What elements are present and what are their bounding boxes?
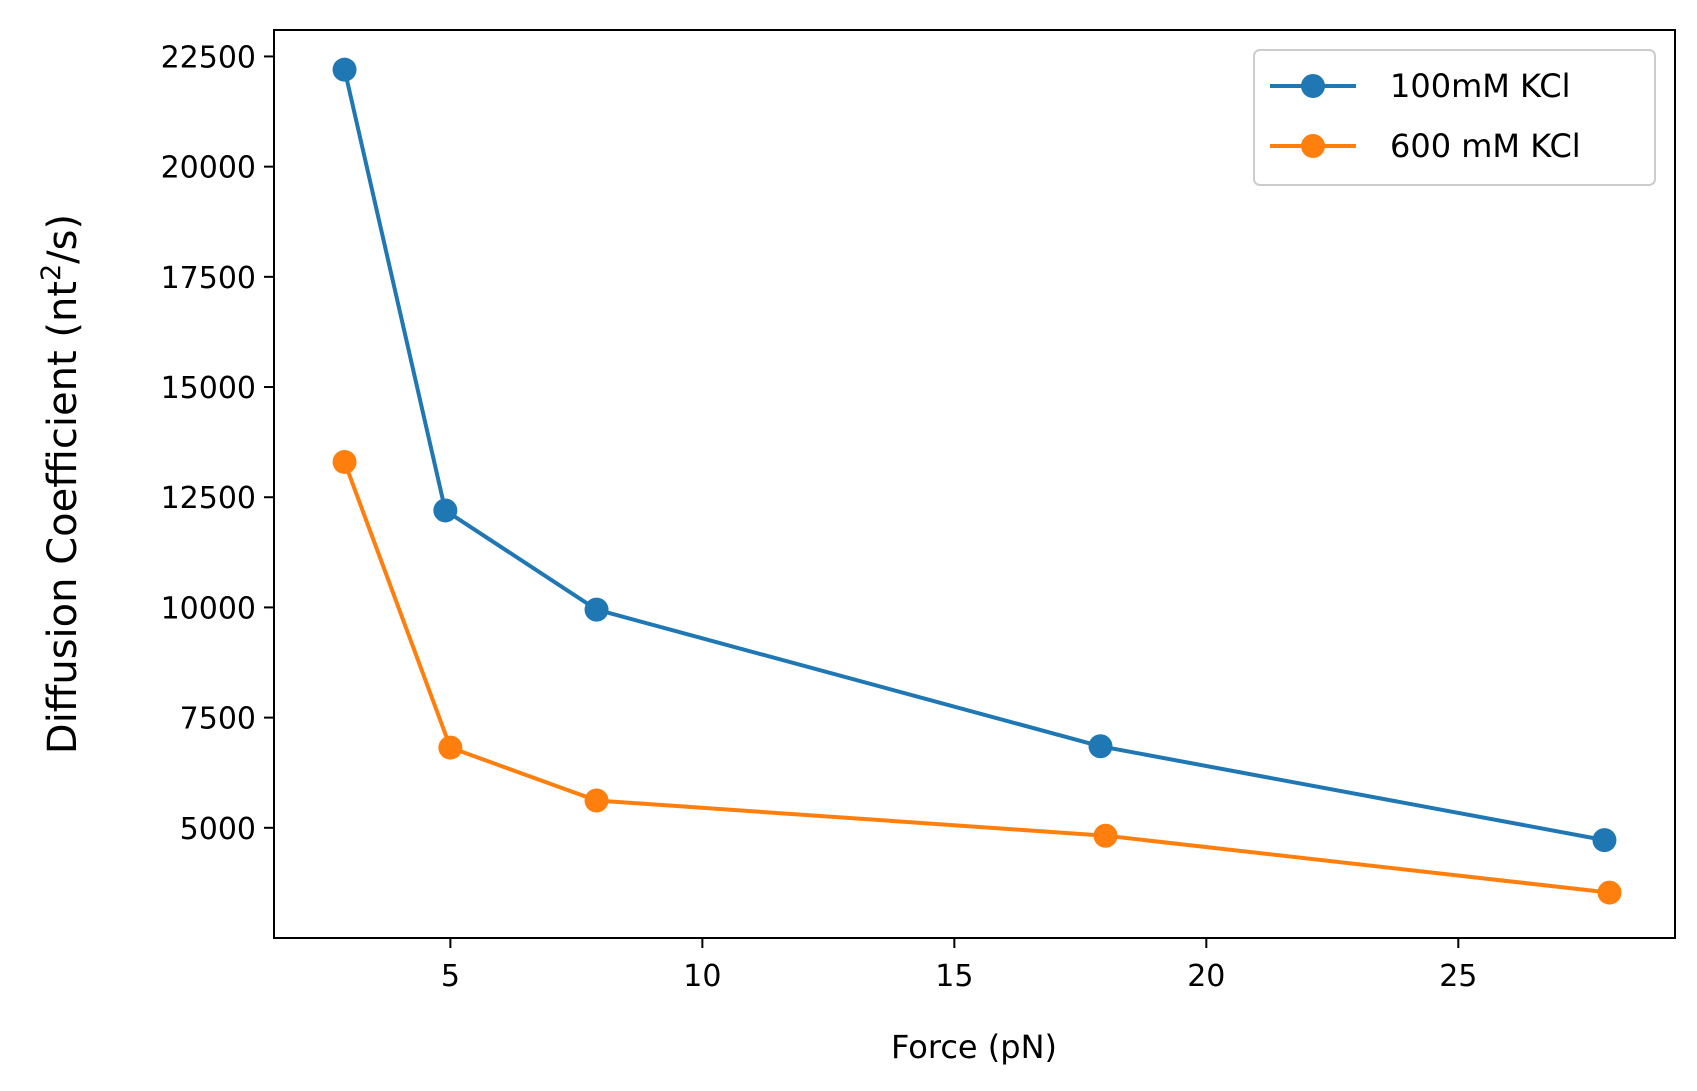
y-axis-label-superscript: 2 [36, 264, 67, 281]
y-tick-label: 15000 [161, 371, 256, 406]
y-axis-label: Diffusion Coefficient (nt2/s) [36, 214, 86, 754]
legend-label-100mm-kcl: 100mM KCl [1390, 67, 1571, 105]
data-point-600-mm-kcl [584, 788, 609, 813]
x-tick-label: 20 [1187, 959, 1225, 994]
legend: 100mM KCl 600 mM KCl [1253, 49, 1656, 186]
x-tick-label: 15 [935, 959, 973, 994]
y-tick-label: 10000 [161, 591, 256, 626]
data-point-100mm-kcl [1088, 734, 1113, 759]
data-point-600-mm-kcl [332, 449, 357, 474]
legend-entry-600mm-kcl: 600 mM KCl [1270, 127, 1581, 165]
data-point-600-mm-kcl [1093, 823, 1118, 848]
data-point-600-mm-kcl [438, 735, 463, 760]
x-tick-label: 5 [441, 959, 460, 994]
data-point-100mm-kcl [332, 57, 357, 82]
legend-marker-100mm-kcl [1301, 74, 1325, 98]
series-layer [332, 57, 1622, 905]
x-tick-label: 10 [683, 959, 721, 994]
legend-label-600mm-kcl: 600 mM KCl [1390, 127, 1581, 165]
plot-frame [273, 29, 1676, 939]
data-point-100mm-kcl [1592, 828, 1617, 853]
series-line-600-mm-kcl [342, 461, 1610, 895]
x-axis-ticks: 5 10 15 20 25 [441, 938, 1477, 994]
y-tick-label: 17500 [161, 261, 256, 296]
y-tick-label: 12500 [161, 481, 256, 516]
legend-marker-600mm-kcl [1301, 134, 1325, 158]
y-tick-label: 7500 [180, 702, 256, 737]
legend-entry-100mm-kcl: 100mM KCl [1270, 67, 1571, 105]
legend-box [1253, 49, 1656, 186]
y-tick-label: 5000 [180, 812, 256, 847]
y-tick-label: 22500 [161, 40, 256, 75]
x-axis-label: Force (pN) [891, 1028, 1057, 1066]
data-point-100mm-kcl [584, 597, 609, 622]
y-axis-ticks: 5000 7500 10000 12500 15000 17500 20000 22500 [161, 40, 274, 847]
y-axis-label-main: Diffusion Coefficient (nt [40, 281, 86, 754]
y-axis-label-tail: /s) [40, 214, 86, 264]
y-tick-label: 20000 [161, 151, 256, 186]
data-point-600-mm-kcl [1597, 880, 1622, 905]
x-tick-label: 25 [1439, 959, 1477, 994]
data-point-100mm-kcl [433, 498, 458, 523]
